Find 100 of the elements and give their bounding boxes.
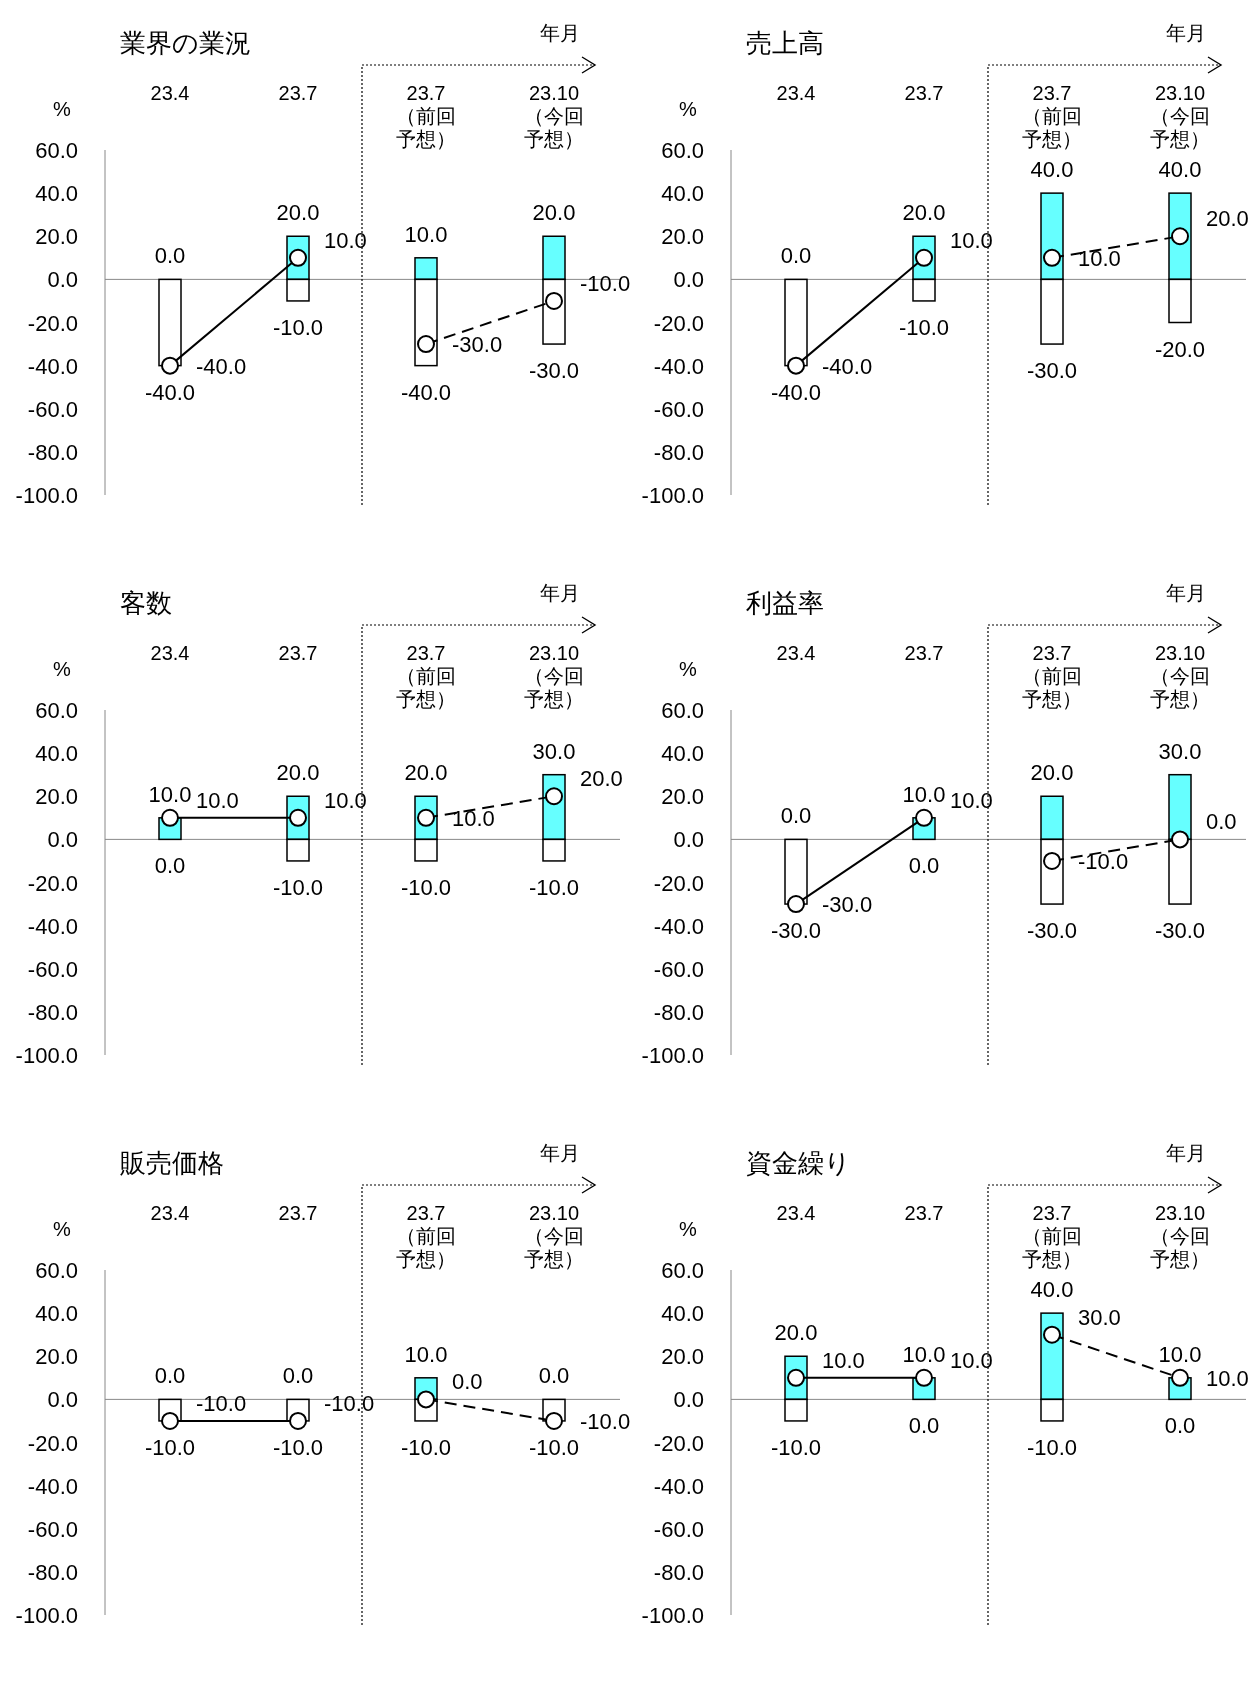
data-label: -10.0	[528, 874, 580, 900]
data-label: 10.0	[1206, 1365, 1249, 1391]
y-axis-title: %	[53, 658, 72, 680]
data-label: 10.0	[324, 787, 367, 813]
y-tick-label: -40.0	[653, 1473, 704, 1499]
data-label: -10.0	[580, 1408, 631, 1434]
y-tick-label: 20.0	[661, 224, 704, 250]
x-tick-label: 23.7（前回予想）	[396, 1202, 456, 1270]
text: 年月	[540, 22, 580, 44]
data-label: -30.0	[770, 918, 822, 944]
y-tick-label: 0.0	[673, 1387, 704, 1413]
y-tick-label: 60.0	[35, 698, 78, 723]
y-tick-label: 20.0	[661, 784, 704, 810]
y-tick-label: -80.0	[27, 1559, 78, 1585]
point	[915, 808, 933, 827]
data-label: 10.0	[324, 227, 367, 253]
point	[417, 335, 435, 354]
data-label: -10.0	[272, 314, 324, 340]
x-tick-label: 23.7（前回予想）	[396, 82, 456, 150]
y-tick-label: -100.0	[15, 1603, 78, 1628]
y-tick-label: -20.0	[27, 1430, 78, 1456]
chart-title: 資金繰り	[746, 1148, 851, 1178]
x-tick-label: 23.7	[904, 1202, 944, 1224]
point	[1043, 851, 1061, 870]
data-label: 10.0	[822, 1347, 865, 1373]
data-label: 10.0	[950, 227, 993, 253]
text: 年月	[540, 1142, 580, 1164]
y-tick-label: -60.0	[27, 1516, 78, 1542]
data-label: 0.0	[154, 243, 186, 269]
data-label: 20.0	[1206, 206, 1249, 232]
y-tick-label: 0.0	[47, 827, 78, 853]
x-tick-label: 23.10（今回予想）	[524, 642, 584, 710]
x-tick-label: 23.10（今回予想）	[524, 1202, 584, 1270]
x-tick-label: 23.7（前回予想）	[1022, 1202, 1082, 1270]
data-label: -10.0	[272, 874, 324, 900]
y-tick-label: 20.0	[35, 1344, 78, 1370]
y-tick-label: 20.0	[661, 1344, 704, 1370]
data-label: -30.0	[528, 358, 580, 384]
data-label: 20.0	[902, 200, 946, 226]
data-label: 10.0	[148, 781, 192, 807]
text: 年月	[1166, 22, 1206, 44]
data-label: -40.0	[400, 379, 452, 405]
y-tick-label: -80.0	[27, 439, 78, 465]
y-axis-title: %	[679, 658, 698, 680]
x-tick-label: 23.10（今回予想）	[1150, 82, 1210, 150]
data-label: 30.0	[1078, 1304, 1121, 1330]
y-tick-label: 20.0	[35, 784, 78, 810]
y-tick-label: -100.0	[15, 483, 78, 508]
data-label: -30.0	[1026, 918, 1078, 944]
x-tick-label: 23.4	[776, 642, 816, 664]
text: 年月	[540, 582, 580, 604]
data-label: 20.0	[276, 200, 320, 226]
data-label: 0.0	[154, 1363, 186, 1389]
y-tick-label: -100.0	[641, 1603, 704, 1628]
y-axis-title: %	[53, 1218, 72, 1240]
y-tick-label: -40.0	[27, 1473, 78, 1499]
y-tick-label: 0.0	[47, 267, 78, 293]
x-tick-label: 23.10（今回予想）	[524, 82, 584, 150]
data-label: 0.0	[1206, 809, 1237, 835]
y-tick-label: 40.0	[35, 1301, 78, 1327]
data-label: 40.0	[1030, 157, 1074, 183]
data-label: -10.0	[272, 1434, 324, 1460]
point	[545, 291, 563, 310]
data-label: 20.0	[532, 200, 576, 226]
data-label: 30.0	[532, 738, 576, 764]
data-label: 10.0	[1158, 1341, 1202, 1367]
y-tick-label: -100.0	[641, 483, 704, 508]
data-label: 0.0	[282, 1363, 314, 1389]
data-label: 30.0	[1158, 738, 1202, 764]
point	[1171, 227, 1189, 246]
point	[161, 356, 179, 375]
text: 年月	[1166, 582, 1206, 604]
data-label: -10.0	[144, 1434, 196, 1460]
y-tick-label: -20.0	[653, 870, 704, 896]
data-label: 20.0	[276, 760, 320, 786]
data-label: 10.0	[452, 805, 495, 831]
point	[787, 895, 805, 914]
data-label: -40.0	[196, 353, 247, 379]
x-tick-label: 23.4	[150, 642, 190, 664]
y-tick-label: -40.0	[653, 353, 704, 379]
data-label: 10.0	[950, 1347, 993, 1373]
data-label: -30.0	[1026, 358, 1078, 384]
y-tick-label: -40.0	[27, 913, 78, 939]
data-label: -20.0	[1154, 336, 1206, 362]
data-label: -30.0	[1154, 918, 1206, 944]
data-label: -10.0	[1026, 1434, 1078, 1460]
y-tick-label: 60.0	[35, 138, 78, 163]
data-label: 10.0	[950, 787, 993, 813]
y-tick-label: 20.0	[35, 224, 78, 250]
data-label: 40.0	[1158, 157, 1202, 183]
x-tick-label: 23.10（今回予想）	[1150, 642, 1210, 710]
y-tick-label: 60.0	[35, 1258, 78, 1283]
y-axis-title: %	[679, 98, 698, 120]
y-tick-label: -20.0	[27, 870, 78, 896]
y-tick-label: 0.0	[673, 827, 704, 853]
data-label: -10.0	[196, 1390, 247, 1416]
y-tick-label: -20.0	[653, 1430, 704, 1456]
y-tick-label: -100.0	[641, 1043, 704, 1068]
y-axis-title: %	[679, 1218, 698, 1240]
data-label: -30.0	[822, 892, 873, 918]
